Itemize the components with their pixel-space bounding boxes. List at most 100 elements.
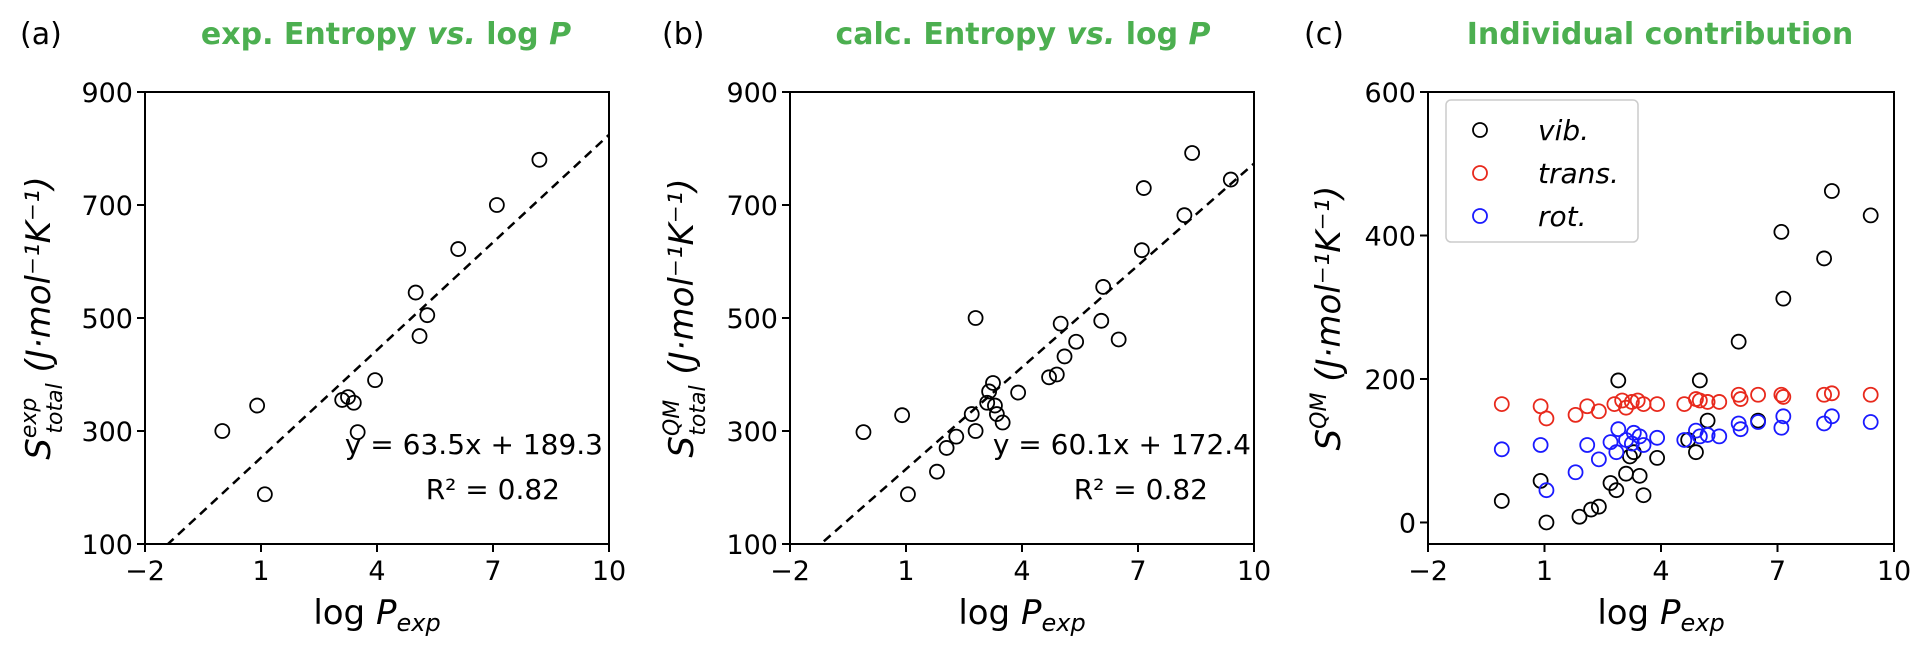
x-tick-label: 10 — [1877, 556, 1911, 587]
point-rot — [1823, 408, 1840, 425]
x-tick-label: 7 — [1769, 556, 1786, 587]
x-tick-label: 10 — [592, 556, 626, 587]
point-trans — [1538, 410, 1555, 427]
point-data — [988, 406, 1005, 422]
panel-letter: (a) — [20, 17, 62, 52]
point-data — [981, 383, 998, 400]
x-tick-label: 4 — [368, 556, 385, 587]
point-rot — [1532, 437, 1549, 453]
point-trans — [1649, 396, 1666, 412]
point-rot — [1773, 419, 1790, 436]
point-data — [1135, 180, 1152, 196]
point-data — [967, 423, 984, 439]
y-axis-label: SQMtotal (J·mol⁻¹K⁻¹) — [660, 178, 711, 457]
fit-line — [818, 162, 1254, 544]
y-tick-label: 200 — [1364, 365, 1416, 396]
point-trans — [1590, 403, 1607, 420]
point-vib — [1816, 250, 1832, 267]
point-rot — [1649, 429, 1666, 446]
point-data — [963, 406, 980, 422]
y-axis-label: SQM (J·mol⁻¹K⁻¹) — [1307, 186, 1349, 451]
point-trans — [1775, 389, 1792, 405]
point-trans — [1691, 392, 1708, 409]
point-vib — [1571, 508, 1588, 525]
point-data — [1041, 369, 1057, 386]
point-data — [900, 486, 916, 503]
point-data — [855, 424, 872, 441]
y-tick-label: 900 — [726, 78, 778, 109]
point-vib — [1635, 487, 1652, 504]
point-vib — [1691, 372, 1708, 389]
point-data — [979, 394, 996, 411]
fit-equation: y = 60.1x + 172.4 — [993, 428, 1251, 461]
y-tick-label: 0 — [1399, 508, 1416, 539]
y-tick-label: 100 — [726, 530, 778, 561]
point-vib — [1699, 412, 1716, 429]
point-trans — [1750, 386, 1766, 403]
point-vib — [1610, 372, 1627, 389]
point-trans — [1823, 385, 1840, 402]
y-tick-label: 700 — [726, 191, 778, 222]
x-tick-label: 1 — [897, 556, 914, 587]
point-vib — [1618, 465, 1634, 482]
legend-label-vib: vib. — [1538, 114, 1589, 147]
x-tick-label: 4 — [1013, 556, 1030, 587]
panel-3: (c) Individual contribution −2 1 4 7 10 0 200 400… — [1304, 17, 1911, 637]
point-trans — [1493, 396, 1510, 412]
point-data — [1176, 207, 1193, 224]
point-trans — [1623, 394, 1640, 410]
point-data — [531, 151, 548, 168]
x-tick-label: 4 — [1652, 556, 1669, 587]
point-trans — [1773, 386, 1790, 403]
point-rot — [1579, 437, 1596, 453]
point-data — [450, 241, 467, 257]
point-data — [345, 394, 362, 411]
point-data — [407, 284, 424, 301]
x-tick-label: −2 — [125, 556, 165, 587]
x-tick-label: 10 — [1237, 556, 1271, 587]
point-rot — [1699, 427, 1716, 443]
point-data — [929, 463, 945, 480]
point-data — [1052, 315, 1069, 332]
point-data — [994, 414, 1011, 431]
panel-2: (b) calc. Entropy vs. log P −2 1 4 7 10 100 300 5… — [660, 17, 1271, 637]
point-data — [1184, 145, 1201, 161]
point-vib — [1730, 333, 1747, 350]
point-data — [488, 197, 505, 213]
point-rot — [1538, 482, 1555, 499]
point-rot — [1732, 421, 1749, 438]
panel-1: (a) exp. Entropy vs. log P −2 1 4 7 10 100 300 50… — [17, 17, 626, 637]
point-vib — [1680, 432, 1697, 448]
point-trans — [1732, 391, 1749, 407]
point-data — [1093, 312, 1110, 329]
point-data — [894, 407, 911, 424]
point-data — [256, 486, 273, 503]
panel-title: calc. Entropy vs. log P — [835, 17, 1210, 52]
point-vib — [1649, 450, 1666, 466]
point-vib — [1608, 482, 1625, 499]
point-vib — [1583, 501, 1599, 518]
point-data — [1222, 171, 1239, 188]
point-rot — [1862, 414, 1879, 430]
point-trans — [1816, 386, 1832, 403]
point-rot — [1711, 428, 1728, 445]
panel-title: exp. Entropy vs. log P — [201, 17, 571, 52]
point-data — [1095, 279, 1112, 295]
legend: vib. trans. rot. — [1445, 99, 1639, 243]
x-tick-label: 7 — [1129, 556, 1146, 587]
x-tick-label: 7 — [484, 556, 501, 587]
point-data — [419, 307, 436, 324]
point-data — [411, 328, 428, 344]
panel-letter: (b) — [662, 17, 704, 52]
point-vib — [1862, 207, 1879, 224]
y-tick-label: 900 — [81, 78, 133, 109]
x-tick-label: −2 — [1408, 556, 1448, 587]
point-vib — [1622, 448, 1638, 465]
point-data — [987, 397, 1003, 414]
fit-equation: y = 63.5x + 189.3 — [345, 428, 603, 461]
point-data — [367, 372, 383, 389]
y-tick-label: 300 — [81, 417, 133, 448]
legend-marker-rot — [1472, 208, 1488, 224]
x-axis-label: log Pexp — [958, 593, 1085, 637]
point-data — [985, 375, 1001, 391]
